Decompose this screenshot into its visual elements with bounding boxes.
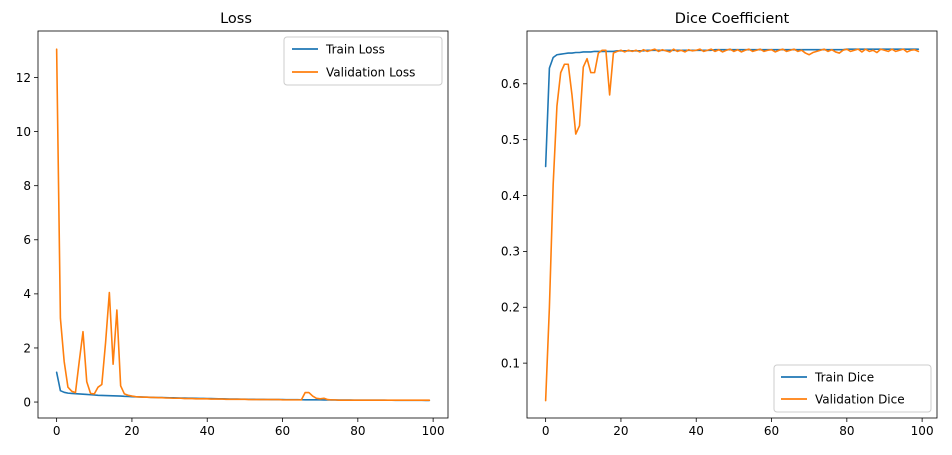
loss-x-tick-label: 40 xyxy=(200,424,215,438)
dice-plot-frame xyxy=(526,30,938,419)
loss-x-ticks: 0 20 40 60 80 100 xyxy=(53,418,445,438)
loss-x-tick-label: 80 xyxy=(350,424,365,438)
dice-y-tick-label: 0.3 xyxy=(501,245,520,259)
loss-y-tick-label: 4 xyxy=(23,287,31,301)
loss-x-tick-label: 20 xyxy=(124,424,139,438)
loss-x-tick-label: 100 xyxy=(422,424,445,438)
dice-x-tick-label: 100 xyxy=(911,424,934,438)
dice-legend: Train Dice Validation Dice xyxy=(773,364,932,413)
loss-y-tick-label: 10 xyxy=(16,125,31,139)
dice-chart-title: Dice Coefficient xyxy=(675,11,790,27)
dice-y-ticks: 0.1 0.2 0.3 0.4 0.5 0.6 xyxy=(501,77,527,370)
loss-series-lines xyxy=(55,48,431,402)
loss-y-tick-label: 2 xyxy=(23,341,31,355)
loss-y-ticks: 0 2 4 6 8 10 12 xyxy=(16,71,38,409)
dice-y-tick-label: 0.1 xyxy=(501,356,520,370)
loss-x-tick-label: 0 xyxy=(53,424,61,438)
dice-x-tick-label: 40 xyxy=(689,424,704,438)
dice-y-tick-label: 0.5 xyxy=(501,133,520,147)
loss-y-tick-label: 0 xyxy=(23,395,31,409)
dice-y-tick-label: 0.6 xyxy=(501,77,520,91)
dice-series-lines xyxy=(544,48,920,402)
dice-x-tick-label: 0 xyxy=(542,424,550,438)
dice-legend-label-validation: Validation Dice xyxy=(815,393,905,407)
dice-x-tick-label: 20 xyxy=(613,424,628,438)
loss-series-line-validation xyxy=(55,48,431,401)
dice-legend-box xyxy=(773,364,932,413)
loss-legend: Train Loss Validation Loss xyxy=(283,36,443,86)
loss-x-tick-label: 60 xyxy=(275,424,290,438)
dice-plot-area xyxy=(527,31,937,418)
dice-series-line-validation xyxy=(544,48,920,402)
loss-y-tick-label: 8 xyxy=(23,179,31,193)
dice-chart: Dice Coefficient 0 20 40 60 80 100 0.10.20.30… xyxy=(501,11,938,438)
loss-plot-frame xyxy=(37,30,449,419)
loss-chart: Loss 0 20 40 60 80 100 0 2 4 6 8 10 12 Train Loss V… xyxy=(16,11,449,438)
loss-legend-label-train: Train Loss xyxy=(325,43,385,57)
loss-y-tick-label: 6 xyxy=(23,233,31,247)
loss-legend-label-validation: Validation Loss xyxy=(326,66,415,80)
dice-y-tick-label: 0.4 xyxy=(501,189,520,203)
loss-plot-area xyxy=(38,31,448,418)
dice-x-ticks: 0 20 40 60 80 100 xyxy=(542,418,934,438)
loss-chart-title: Loss xyxy=(220,11,252,27)
dice-x-tick-label: 60 xyxy=(764,424,779,438)
dice-y-tick-label: 0.2 xyxy=(501,301,520,315)
dice-x-tick-label: 80 xyxy=(839,424,854,438)
loss-legend-box xyxy=(283,36,443,86)
loss-y-tick-label: 12 xyxy=(16,71,31,85)
dice-legend-label-train: Train Dice xyxy=(814,371,874,385)
